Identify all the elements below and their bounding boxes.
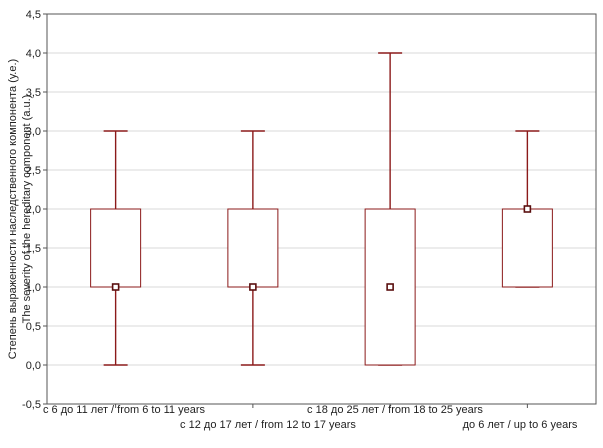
box-group	[364, 52, 416, 366]
y-tick-label: 4,5	[26, 9, 41, 21]
y-tick-label: 0,5	[26, 321, 41, 333]
interquartile-box	[227, 208, 279, 288]
y-tick-label: 2,5	[26, 165, 41, 177]
y-tick-label: 4,0	[26, 48, 41, 60]
median-marker	[386, 283, 394, 291]
y-tick-label: 1,5	[26, 243, 41, 255]
box-series	[90, 52, 553, 366]
median-marker	[523, 205, 532, 213]
y-tick-label: -0,5	[22, 399, 41, 411]
x-tick-label: с 12 до 17 лет / from 12 to 17 years	[180, 419, 356, 431]
box-group	[227, 130, 279, 366]
box-group	[501, 130, 553, 288]
median-marker	[111, 283, 120, 291]
y-tick-label: 0,0	[26, 360, 41, 372]
interquartile-box	[90, 208, 142, 288]
y-tick-label: 3,5	[26, 87, 41, 99]
x-tick-label: до 6 лет / up to 6 years	[463, 419, 578, 431]
y-tick-label: 3,0	[26, 126, 41, 138]
interquartile-box	[501, 208, 553, 288]
x-axis-ticks: с 6 до 11 лет / from 6 to 11 years с 12 д…	[43, 404, 578, 431]
y-axis-ticks: -0,5 0,0 0,5 1,0 1,5 2,0 2,5 3,0 3,5 4,0 4,5	[22, 9, 47, 411]
y-tick-label: 1,0	[26, 282, 41, 294]
x-tick-label: с 18 до 25 лет / from 18 to 25 years	[307, 404, 483, 416]
y-axis-label-en: The severity of the hereditary component…	[21, 95, 33, 324]
y-axis-label-ru: Степень выраженности наследственного ком…	[7, 59, 19, 359]
x-tick-label: с 6 до 11 лет / from 6 to 11 years	[43, 404, 206, 416]
median-marker	[249, 283, 257, 291]
box-group	[90, 130, 142, 366]
y-tick-label: 2,0	[26, 204, 41, 216]
